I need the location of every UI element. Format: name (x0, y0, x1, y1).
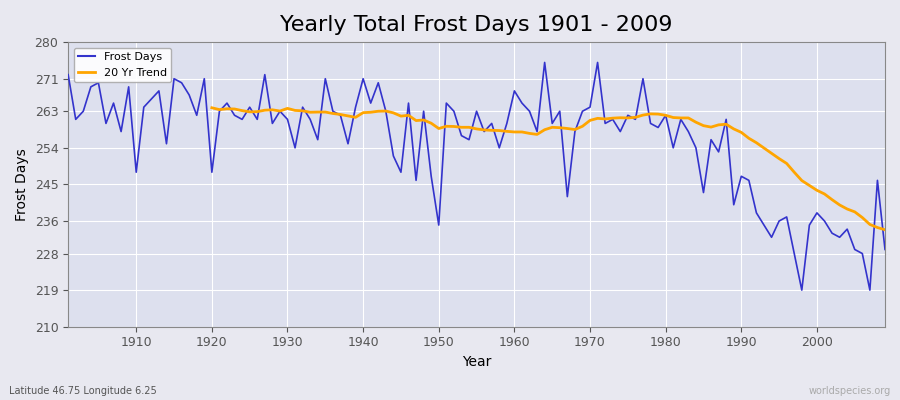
Title: Yearly Total Frost Days 1901 - 2009: Yearly Total Frost Days 1901 - 2009 (280, 15, 673, 35)
X-axis label: Year: Year (462, 355, 491, 369)
Text: Latitude 46.75 Longitude 6.25: Latitude 46.75 Longitude 6.25 (9, 386, 157, 396)
Y-axis label: Frost Days: Frost Days (15, 148, 29, 221)
Text: worldspecies.org: worldspecies.org (809, 386, 891, 396)
Legend: Frost Days, 20 Yr Trend: Frost Days, 20 Yr Trend (74, 48, 171, 82)
